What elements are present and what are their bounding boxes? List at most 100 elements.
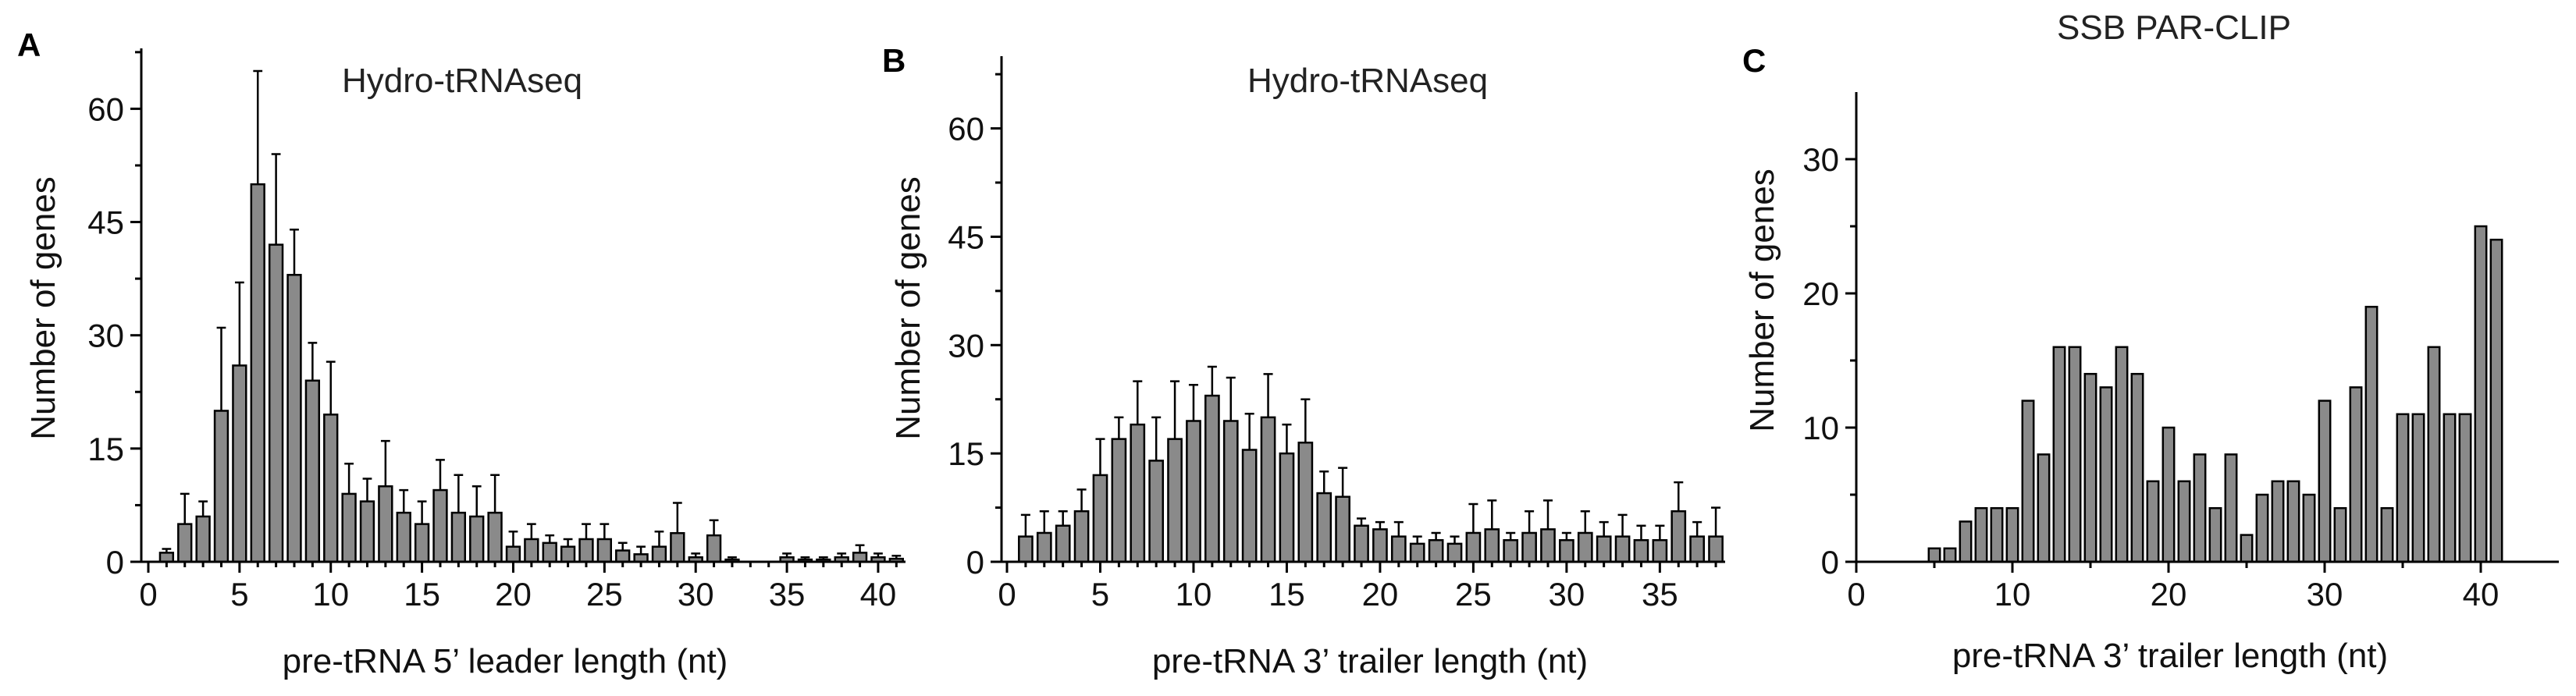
panel-b-error-bar [1450,535,1460,544]
panel-a-error-bar [837,552,847,558]
panel-c-title: SSB PAR-CLIP [2057,9,2291,47]
panel-a-bar [505,545,521,563]
panel-c-y-ticks: 0 10 20 30 [1802,141,1856,581]
panel-a-bar [651,545,667,563]
panel-b-error-bar [1506,531,1516,541]
panel-b-bar [1689,535,1706,563]
panel-a-bar [213,410,229,563]
panel-b-error-bar [1468,502,1478,533]
panel-b-x-ticks: 0 5 10 15 20 25 30 35 [998,562,1717,613]
panel-b-bar [1409,542,1425,563]
panel-b-error-bar [1487,499,1497,530]
panel-c-y-tick-label: 20 [1802,275,1839,312]
panel-a-y-ticks: 0 15 30 45 60 [87,51,141,581]
panel-b-bar [1241,449,1258,563]
panel-a-bar [378,485,393,563]
panel-c-bars [1927,225,2503,563]
panel-b-bar [1503,538,1519,563]
panel-a-bar [615,549,631,563]
panel-a-error-bar [782,552,792,558]
panel-a-bar [195,515,211,563]
panel-b-y-ticks: 0 15 30 45 60 [948,73,1002,581]
panel-b-error-bar [1076,488,1087,512]
panel-a-y-tick-label: 45 [87,204,124,241]
panel-c-bar [2208,506,2222,563]
panel-a-x-axis-label: pre-tRNA 5’ leader length (nt) [283,642,728,680]
panel-b-bar [1130,423,1146,563]
panel-c-bar [2286,480,2300,563]
panel-b-bar [1596,535,1612,563]
panel-a-y-tick-label: 60 [87,91,124,127]
panel-a-bar [341,492,357,563]
panel-a-bar [158,552,175,563]
panel-a-bar [232,364,247,563]
panel-b-bar [1577,531,1593,563]
panel-b-error-bar [1674,481,1684,512]
panel-b-error-bar [1338,467,1348,497]
panel-c-y-tick-label: 10 [1802,410,1839,446]
panel-b-error-bar [1095,438,1105,475]
panel-a-axes [140,48,906,563]
panel-b-error-bar [1525,510,1535,533]
panel-a-title: Hydro-tRNAseq [342,62,582,100]
panel-b-error-bar [1580,510,1590,533]
panel-c-x-tick-label: 10 [1994,576,2031,613]
panel-a-error-bar [709,519,719,536]
panel-a-error-bar [417,500,427,524]
panel-a-y-tick-label: 15 [87,431,124,467]
panel-b-bar [1652,538,1668,563]
panel-b-x-tick-label: 5 [1091,576,1109,613]
panel-c-bar [2193,453,2207,563]
panel-b-error-bar [1636,524,1646,541]
panel-a-error-bar [471,485,482,517]
panel-b-error-bar [1431,531,1441,541]
panel-c-bar [1943,547,1957,563]
panel-b-chart: B Hydro-tRNAseq Number of genes pre-tRNA… [882,42,1725,680]
panel-c-y-axis-label: Number of genes [1743,169,1781,432]
panel-a-x-tick-label: 20 [495,576,532,613]
panel-b-bar [1428,538,1444,563]
panel-b-bar [1354,524,1369,563]
panel-c-x-tick-label: 20 [2151,576,2187,613]
panel-c-bar [2458,413,2472,563]
panel-b-bar [1372,528,1388,563]
panel-a-error-bar [691,552,701,558]
panel-a-error-bar [490,474,500,513]
panel-a-bar [396,511,411,563]
panel-a-x-tick-label: 15 [404,576,440,613]
panel-b-x-tick-label: 0 [998,576,1016,613]
panel-b-bar [1260,416,1276,563]
panel-b-bar [1559,538,1574,563]
panel-a-x-tick-label: 5 [230,576,248,613]
panel-b-bar [1297,442,1314,563]
panel-b-bar [1036,531,1052,563]
panel-a-error-bar [362,478,372,502]
panel-c-y-tick-label: 30 [1802,141,1839,178]
panel-a-chart: A Hydro-tRNAseq Number of genes pre-tRNA… [17,27,906,680]
panel-c-axes [1855,92,2559,563]
panel-a-error-bar [290,228,299,275]
panel-c-bar [2411,413,2425,563]
panel-c-y-tick-label: 0 [1821,544,1839,581]
panel-c-bar [2240,534,2254,563]
panel-a-y-tick-label: 0 [106,544,124,581]
panel-b-bar [1465,531,1482,563]
panel-a-error-bar [234,281,244,366]
panel-b-bar [1055,524,1071,563]
panel-b-error-bar [1375,520,1385,530]
panel-b-x-tick-label: 25 [1455,576,1492,613]
panel-a-error-bar [162,548,172,553]
panel-c-x-ticks: 0 10 20 30 40 [1847,562,2499,613]
panel-a-error-bar [728,556,737,560]
panel-c-bar [2177,480,2191,563]
panel-b-bar [1073,510,1090,563]
panel-a-bar [268,243,284,563]
panel-a-bar [852,552,868,563]
panel-b-error-bar [1617,513,1628,537]
panel-c-bar [2115,346,2129,563]
panel-a-error-bar [526,523,536,539]
panel-b-x-tick-label: 35 [1642,576,1678,613]
panel-a-y-axis-label: Number of genes [24,176,62,440]
panel-b-error-bar [1300,398,1311,443]
panel-a-error-bar [818,556,828,560]
